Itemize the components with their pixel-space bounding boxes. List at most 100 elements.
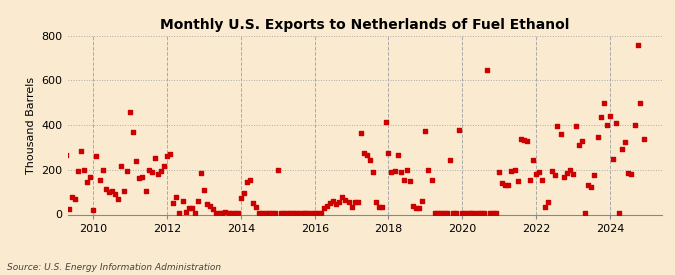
Point [371, 200, 381, 204]
Point [564, 167, 575, 172]
Point [291, 211, 302, 216]
Point [518, 138, 529, 142]
Point [316, 211, 327, 216]
Point [402, 167, 412, 172]
Point [617, 146, 628, 151]
Point [82, 180, 92, 184]
Point [107, 189, 117, 193]
Point [153, 172, 163, 177]
Point [546, 169, 557, 173]
Point [521, 139, 532, 143]
Point [294, 211, 304, 216]
Point [601, 123, 612, 127]
Point [423, 167, 434, 172]
Point [595, 115, 606, 120]
Point [76, 148, 86, 153]
Point [263, 211, 274, 216]
Point [417, 199, 428, 203]
Point [309, 211, 320, 216]
Point [70, 197, 80, 201]
Point [313, 211, 323, 216]
Point [57, 173, 68, 178]
Point [125, 109, 136, 114]
Point [552, 124, 563, 128]
Point [368, 170, 379, 174]
Point [432, 211, 443, 216]
Point [469, 211, 480, 216]
Point [448, 211, 458, 216]
Point [549, 173, 560, 178]
Point [570, 124, 581, 128]
Point [319, 206, 329, 210]
Point [604, 114, 615, 118]
Point [325, 201, 335, 205]
Point [245, 178, 256, 182]
Point [632, 42, 643, 47]
Y-axis label: Thousand Barrels: Thousand Barrels [26, 76, 36, 174]
Point [97, 167, 108, 172]
Point [214, 211, 225, 216]
Point [217, 211, 228, 216]
Point [356, 131, 367, 135]
Point [109, 192, 120, 197]
Point [454, 127, 464, 132]
Text: Source: U.S. Energy Information Administration: Source: U.S. Energy Information Administ… [7, 263, 221, 272]
Point [122, 169, 133, 173]
Point [285, 211, 296, 216]
Point [362, 153, 373, 158]
Point [420, 128, 431, 133]
Point [174, 211, 185, 216]
Point [128, 130, 138, 134]
Point [515, 136, 526, 141]
Point [211, 211, 221, 216]
Point [261, 211, 271, 216]
Point [269, 211, 280, 216]
Point [576, 139, 587, 143]
Point [439, 211, 450, 216]
Point [168, 201, 179, 205]
Point [300, 211, 311, 216]
Point [466, 211, 477, 216]
Point [162, 154, 173, 159]
Point [463, 211, 474, 216]
Point [408, 204, 418, 208]
Point [537, 178, 547, 182]
Point [583, 183, 594, 188]
Point [334, 200, 345, 204]
Point [331, 202, 342, 207]
Point [236, 196, 246, 200]
Point [85, 174, 96, 179]
Point [275, 211, 286, 216]
Point [273, 167, 284, 172]
Point [414, 206, 425, 210]
Point [543, 200, 554, 204]
Point [190, 211, 200, 216]
Point [205, 204, 216, 208]
Point [558, 174, 569, 179]
Point [494, 170, 505, 174]
Point [54, 125, 65, 130]
Point [531, 172, 541, 177]
Point [67, 194, 78, 199]
Point [171, 194, 182, 199]
Point [497, 181, 508, 185]
Point [159, 164, 169, 169]
Point [429, 211, 440, 216]
Point [512, 179, 523, 183]
Point [411, 206, 422, 210]
Point [146, 170, 157, 174]
Point [608, 156, 618, 161]
Point [386, 170, 397, 174]
Point [186, 206, 197, 210]
Point [426, 178, 437, 182]
Point [491, 211, 502, 216]
Point [589, 173, 600, 178]
Point [257, 211, 268, 216]
Point [183, 206, 194, 210]
Point [192, 199, 203, 203]
Point [288, 211, 299, 216]
Point [398, 178, 409, 182]
Point [383, 151, 394, 155]
Point [202, 202, 213, 207]
Point [266, 211, 277, 216]
